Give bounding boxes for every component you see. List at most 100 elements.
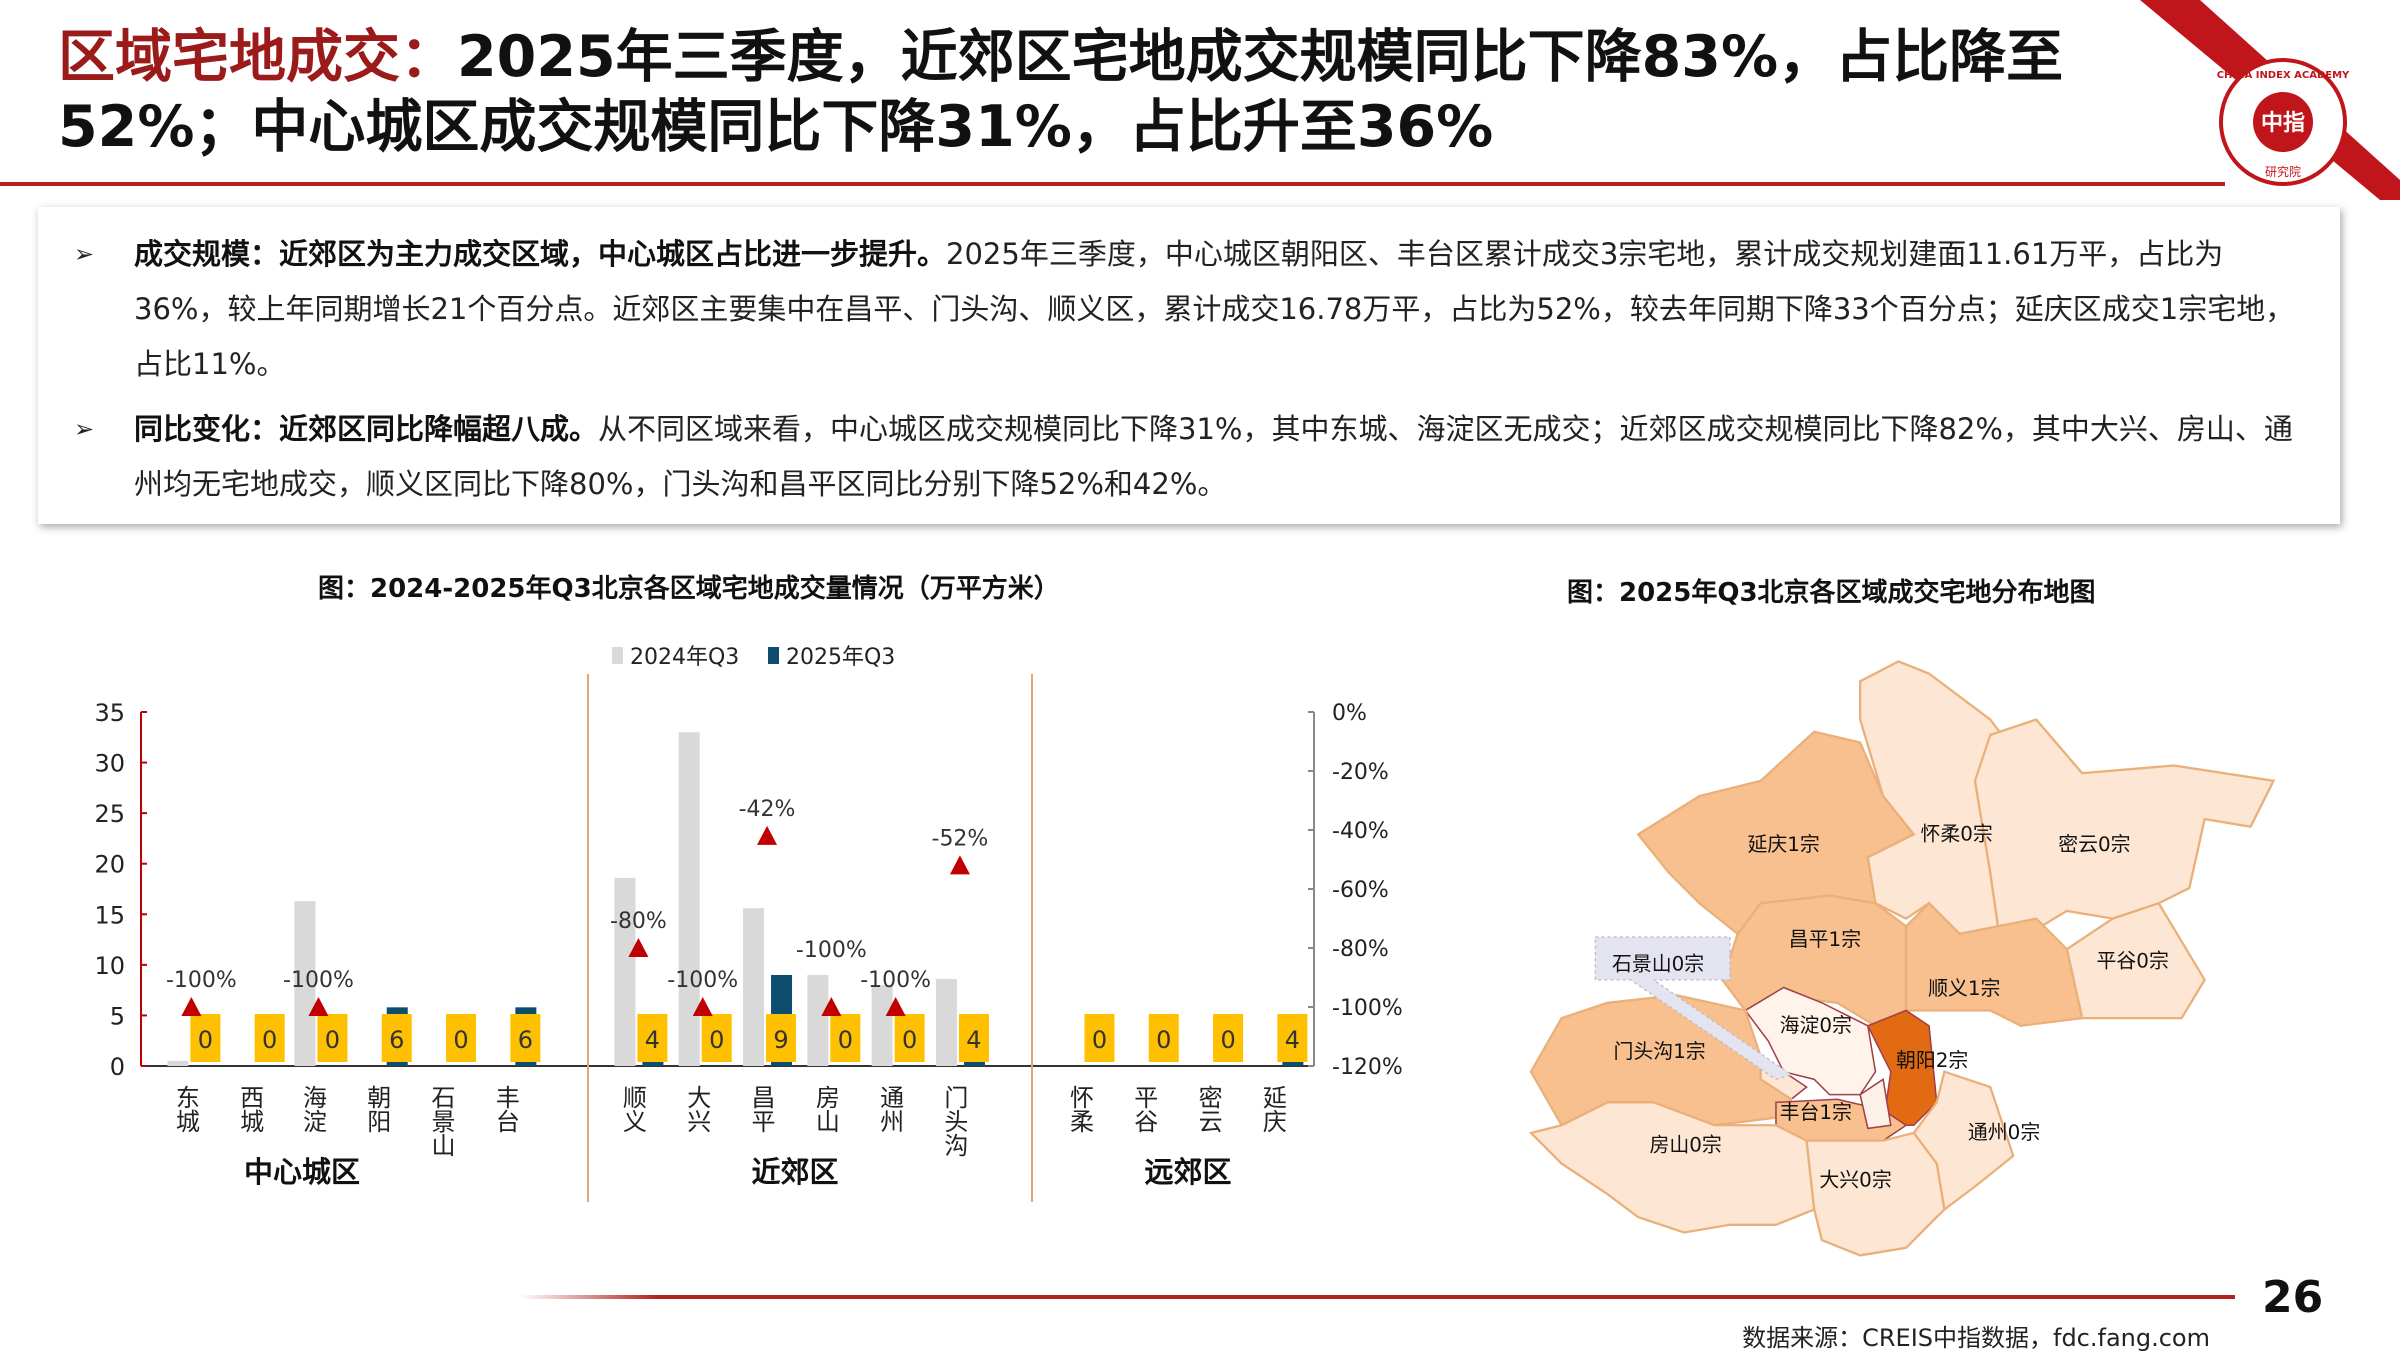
legend-swatch-1 xyxy=(768,647,779,664)
bar-2024q3 xyxy=(743,908,765,1066)
data-label-box xyxy=(190,1014,221,1062)
yoy-marker xyxy=(821,997,842,1016)
bar-2024q3 xyxy=(614,877,636,1066)
district-label: 平谷0宗 xyxy=(2097,950,2169,973)
data-label-box xyxy=(317,1014,348,1062)
district-label: 大兴0宗 xyxy=(1819,1169,1891,1192)
yoy-label: -100% xyxy=(796,938,867,963)
data-label: 0 xyxy=(262,1026,277,1054)
district-4 xyxy=(2065,901,2206,1020)
data-label-box xyxy=(381,1014,412,1062)
district-label: 密云0宗 xyxy=(2058,833,2130,856)
data-label: 0 xyxy=(838,1026,853,1054)
source-note: 数据来源：CREIS中指数据，fdc.fang.com xyxy=(1742,1324,2210,1352)
category-label: 昌平 xyxy=(747,1085,775,1133)
svg-text:CHINA INDEX ACADEMY: CHINA INDEX ACADEMY xyxy=(2217,70,2350,81)
group-label: 近郊区 xyxy=(751,1155,838,1189)
bar-2024q3 xyxy=(807,974,829,1066)
data-label-box xyxy=(1213,1014,1244,1062)
yoy-label: -100% xyxy=(166,968,237,993)
data-label-box xyxy=(894,1014,925,1062)
category-label: 平谷 xyxy=(1130,1085,1158,1133)
map-title: 图：2025年Q3北京各区域成交宅地分布地图 xyxy=(1567,578,2096,608)
district-label: 石景山0宗 xyxy=(1612,953,1704,976)
data-label-box xyxy=(958,1014,989,1062)
data-label: 6 xyxy=(389,1026,404,1054)
page-title: 区域宅地成交：2025年三季度，近郊区宅地成交规模同比下降83%，占比降至52%… xyxy=(58,24,2064,160)
district-label: 海淀0宗 xyxy=(1780,1014,1852,1037)
bar-2024q3 xyxy=(167,1060,189,1066)
district-2 xyxy=(1973,718,2276,936)
data-label: 4 xyxy=(1285,1026,1300,1054)
yoy-marker xyxy=(181,997,202,1016)
y-tick-label: 25 xyxy=(94,800,125,828)
category-label: 门头沟 xyxy=(940,1085,968,1157)
district-label: 昌平1宗 xyxy=(1789,928,1861,951)
data-label: 0 xyxy=(1220,1026,1235,1054)
data-label-box xyxy=(1277,1014,1308,1062)
data-label-box xyxy=(1148,1014,1179,1062)
y2-tick-label: -40% xyxy=(1332,819,1389,844)
legend-label: 2025年Q3 xyxy=(786,645,895,670)
category-label: 怀柔 xyxy=(1065,1085,1093,1133)
yoy-marker xyxy=(628,938,649,957)
title-divider xyxy=(0,182,2225,186)
district-label: 通州0宗 xyxy=(1968,1121,2040,1144)
data-label: 4 xyxy=(645,1026,660,1054)
bar-2024q3 xyxy=(871,985,893,1066)
data-label: 0 xyxy=(325,1026,340,1054)
data-label-box xyxy=(637,1014,668,1062)
yoy-marker xyxy=(757,825,778,845)
district-dongcheng-xicheng xyxy=(1859,1078,1892,1130)
y2-tick-label: -60% xyxy=(1332,878,1389,903)
yoy-label: -100% xyxy=(283,968,354,993)
category-label: 丰台 xyxy=(491,1085,519,1133)
district-label: 丰台1宗 xyxy=(1780,1101,1852,1124)
yoy-marker xyxy=(692,997,713,1016)
yoy-label: -100% xyxy=(667,968,738,993)
legend-label: 2024年Q3 xyxy=(630,645,739,670)
data-label-box xyxy=(701,1014,732,1062)
yoy-label: -42% xyxy=(739,797,796,822)
category-label: 通州 xyxy=(876,1085,904,1133)
category-label: 海淀 xyxy=(298,1085,326,1133)
data-label: 0 xyxy=(1092,1026,1107,1054)
y-tick-label: 35 xyxy=(94,699,125,727)
summary-box: ➢ 成交规模：近郊区为主力成交区域，中心城区占比进一步提升。2025年三季度，中心… xyxy=(38,207,2340,524)
yoy-marker xyxy=(308,997,329,1016)
y-tick-label: 5 xyxy=(110,1002,125,1030)
y-tick-label: 30 xyxy=(94,750,125,778)
logo-icon: 中指 CHINA INDEX ACADEMY 研究院 xyxy=(2217,58,2350,186)
category-label: 大兴 xyxy=(683,1085,711,1133)
district-5 xyxy=(1904,901,2084,1027)
svg-text:中指: 中指 xyxy=(2261,111,2305,136)
data-label: 4 xyxy=(966,1026,981,1054)
yoy-label: -80% xyxy=(610,909,667,934)
category-label: 西城 xyxy=(236,1085,264,1133)
district-label: 房山0宗 xyxy=(1649,1133,1721,1156)
bar-2024q3 xyxy=(678,732,700,1066)
brand-corner: 中指 CHINA INDEX ACADEMY 研究院 xyxy=(2140,0,2400,200)
category-label: 密云 xyxy=(1194,1085,1222,1133)
district-label: 门头沟1宗 xyxy=(1613,1040,1705,1063)
data-label: 0 xyxy=(1156,1026,1171,1054)
data-label: 9 xyxy=(773,1026,788,1054)
y2-tick-label: -80% xyxy=(1332,937,1389,962)
district-label: 顺义1宗 xyxy=(1928,977,2000,1000)
y2-tick-label: -20% xyxy=(1332,760,1389,785)
y2-tick-label: -100% xyxy=(1332,996,1403,1021)
y2-tick-label: -120% xyxy=(1332,1055,1403,1080)
arrow-bullet-icon: ➢ xyxy=(74,240,95,268)
data-label-box xyxy=(446,1014,477,1062)
district-label: 朝阳2宗 xyxy=(1896,1049,1968,1072)
group-label: 中心城区 xyxy=(244,1155,360,1189)
data-label: 0 xyxy=(709,1026,724,1054)
category-label: 朝阳 xyxy=(363,1085,391,1133)
data-label: 0 xyxy=(198,1026,213,1054)
bar-chart: 0 5 10 15 20 25 30 35 0% -20% -40% -60% -80% -100% -12… xyxy=(94,645,1403,1202)
category-label: 东城 xyxy=(171,1085,199,1133)
category-label: 石景山 xyxy=(427,1085,455,1157)
data-label-box xyxy=(254,1014,285,1062)
y2-tick-label: 0% xyxy=(1332,701,1367,726)
